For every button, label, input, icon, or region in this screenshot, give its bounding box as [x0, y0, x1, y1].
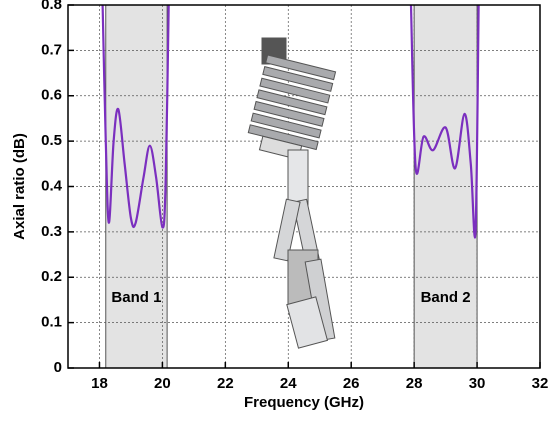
- y-tick-label: 0.2: [41, 268, 62, 285]
- y-tick-label: 0.1: [41, 314, 62, 331]
- y-tick-label: 0.6: [41, 87, 62, 104]
- band-label: Band 2: [421, 289, 471, 306]
- x-tick-label: 22: [217, 375, 234, 392]
- x-tick-label: 26: [343, 375, 360, 392]
- y-tick-label: 0.7: [41, 41, 62, 58]
- x-tick-label: 30: [469, 375, 486, 392]
- band-label: Band 1: [111, 289, 161, 306]
- y-tick-label: 0.4: [41, 177, 63, 194]
- y-tick-label: 0.8: [41, 0, 62, 13]
- x-tick-label: 28: [406, 375, 423, 392]
- y-tick-label: 0.5: [41, 132, 62, 149]
- y-tick-label: 0.3: [41, 223, 62, 240]
- y-axis-label: Axial ratio (dB): [11, 133, 28, 240]
- x-tick-label: 24: [280, 375, 297, 392]
- antenna-illustration: [245, 38, 336, 348]
- x-axis-label: Frequency (GHz): [244, 394, 364, 411]
- x-tick-label: 32: [532, 375, 549, 392]
- x-tick-label: 20: [154, 375, 171, 392]
- x-tick-label: 18: [91, 375, 108, 392]
- chart: Band 1 Band 2 0 0.1 0.2 0.3 0.4 0.5 0.6 0.7 0.8 18 2…: [0, 0, 558, 425]
- y-tick-label: 0: [54, 359, 62, 376]
